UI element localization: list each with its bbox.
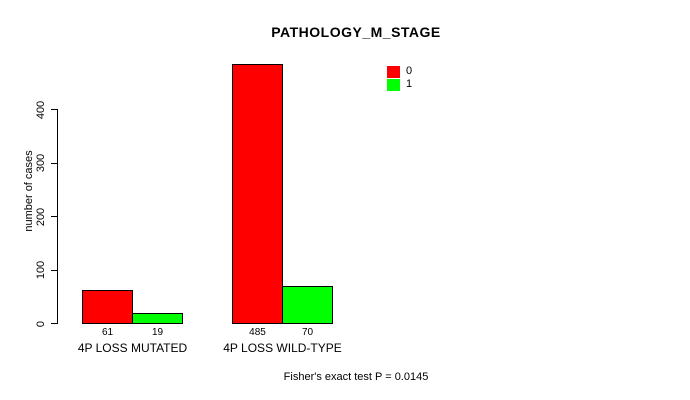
bar-value-label: 61 (101, 327, 114, 338)
category-label: 4P LOSS WILD-TYPE (223, 341, 342, 355)
y-tick-label: 200 (35, 207, 47, 226)
y-tick (51, 216, 57, 217)
bar-value-label: 19 (151, 327, 164, 338)
chart-title: PATHOLOGY_M_STAGE (271, 24, 441, 40)
bar (232, 64, 283, 324)
legend-swatch (387, 65, 400, 78)
stat-annotation: Fisher's exact test P = 0.0145 (283, 371, 429, 383)
y-tick-label: 400 (35, 100, 47, 119)
bar (132, 313, 183, 324)
legend-item: 0 (387, 65, 412, 78)
legend-swatch (387, 78, 400, 91)
y-axis-label: number of cases (23, 150, 35, 232)
category-label: 4P LOSS MUTATED (77, 341, 188, 355)
bar-value-label: 70 (301, 327, 314, 338)
y-tick-label: 100 (35, 260, 47, 280)
y-tick (51, 269, 57, 271)
y-tick (51, 323, 57, 324)
bar (82, 290, 133, 324)
legend-label: 1 (406, 78, 413, 90)
y-axis-line (57, 109, 58, 324)
legend-label: 0 (406, 65, 413, 77)
y-tick (51, 109, 57, 110)
y-tick-label: 300 (35, 153, 47, 173)
y-tick-label: 0 (35, 320, 47, 327)
bar-value-label: 485 (249, 327, 266, 338)
bar (282, 286, 333, 324)
y-tick (51, 162, 57, 164)
legend-item: 1 (387, 78, 412, 91)
